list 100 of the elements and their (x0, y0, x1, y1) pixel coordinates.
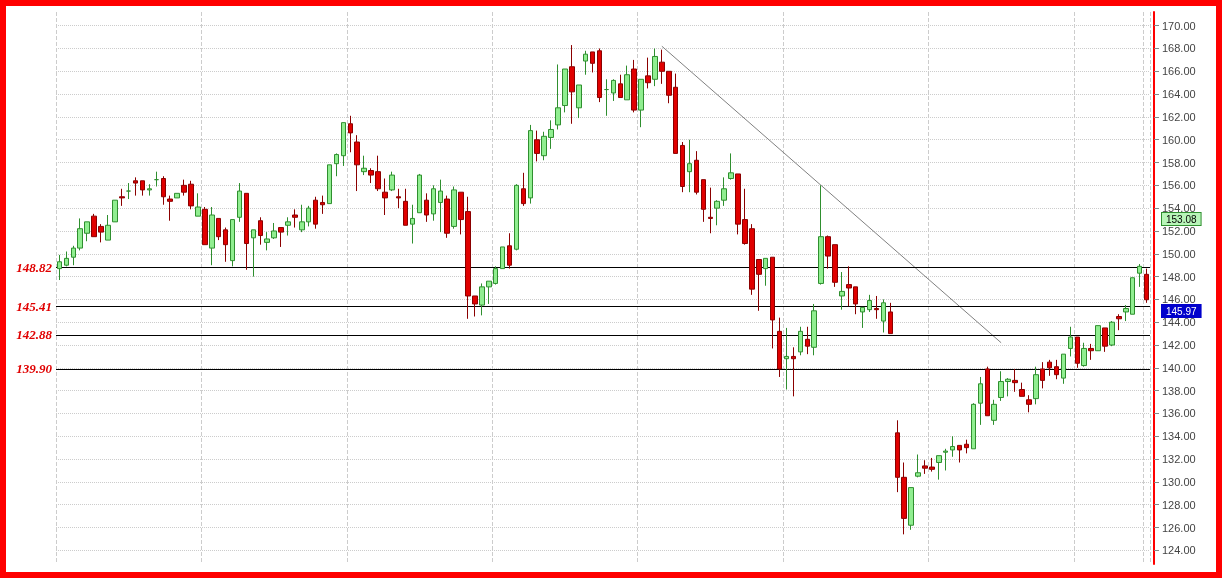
candlestick (701, 179, 706, 223)
candlestick (881, 298, 886, 333)
candlestick (1047, 359, 1052, 377)
candlestick (1102, 327, 1108, 353)
candlestick (604, 78, 609, 117)
candlestick (631, 59, 637, 113)
candlestick (424, 192, 429, 223)
candlestick (971, 402, 976, 450)
candlestick (611, 78, 616, 102)
candlestick (237, 182, 242, 223)
candlestick (209, 206, 215, 266)
candlestick (133, 176, 138, 197)
ref-line-label: 142.88 (16, 327, 53, 343)
candlestick (943, 448, 948, 471)
candlestick (562, 68, 568, 113)
candlestick (451, 186, 457, 230)
candlestick (652, 48, 658, 87)
text: 153.08 (1166, 213, 1198, 225)
y-tick-label: 158.00 (1162, 156, 1196, 169)
candlestick (174, 192, 180, 199)
y-tick-label: 166.00 (1162, 65, 1196, 78)
candlestick (438, 179, 443, 233)
candlestick (936, 455, 942, 481)
candlestick (105, 214, 111, 241)
candlestick (1109, 320, 1115, 347)
candlestick (444, 195, 450, 239)
candlestick (112, 199, 118, 223)
y-tick-label: 140.00 (1162, 361, 1196, 374)
candlestick (728, 152, 734, 181)
candlestick (770, 256, 775, 349)
candlestick (597, 48, 602, 103)
y-tick-label: 132.00 (1162, 453, 1196, 466)
y-tick-label: 142.00 (1162, 339, 1196, 352)
candlestick (528, 124, 533, 205)
candlestick (154, 171, 159, 187)
candlestick (818, 184, 824, 286)
candlestick (694, 150, 699, 195)
ref-line-label: 148.82 (16, 259, 53, 275)
y-tick-label: 148.00 (1162, 270, 1196, 283)
candlestick (888, 302, 893, 335)
candlestick (1068, 326, 1073, 357)
candlestick (978, 376, 983, 426)
candlestick (410, 204, 415, 245)
candlestick (791, 346, 796, 397)
candlestick (431, 184, 436, 222)
candlestick (950, 435, 955, 458)
candlestick (167, 195, 173, 222)
candlestick (985, 366, 990, 417)
candlestick (216, 217, 221, 241)
candlestick (680, 141, 685, 193)
candlestick (777, 317, 782, 378)
candlestick (784, 327, 789, 390)
candlestick (119, 188, 125, 207)
candlestick (763, 257, 768, 287)
y-tick-label: 150.00 (1162, 247, 1196, 260)
y-tick-label: 162.00 (1162, 110, 1196, 123)
candlestick (569, 44, 575, 125)
candlestick (348, 115, 353, 153)
candlestick (202, 206, 208, 246)
candlestick (161, 175, 166, 206)
candlestick (417, 173, 422, 214)
y-tick-label: 134.00 (1162, 430, 1196, 443)
y-tick-label: 146.00 (1162, 293, 1196, 306)
candlestick (147, 183, 152, 197)
candlestick (964, 439, 969, 454)
y-tick-label: 144.00 (1162, 316, 1196, 329)
candlestick (500, 246, 505, 270)
candlestick (805, 326, 810, 355)
candlestick (555, 63, 561, 130)
y-tick-label: 164.00 (1162, 88, 1196, 101)
candlestick (645, 57, 651, 89)
candlestick (1088, 343, 1094, 361)
candlestick (708, 187, 713, 234)
candlestick (354, 134, 360, 192)
candlestick (1081, 342, 1087, 368)
candlestick (396, 188, 401, 209)
candlestick (624, 65, 630, 101)
ref-line-label: 139.90 (16, 361, 53, 377)
candlestick (583, 50, 588, 76)
candlestick (57, 254, 62, 281)
candlestick (1012, 368, 1018, 393)
candlestick (1061, 353, 1066, 385)
candlestick (292, 208, 298, 229)
candlestick (721, 176, 727, 207)
y-tick-label: 126.00 (1162, 521, 1196, 534)
candlestick (64, 251, 69, 267)
candlestick (389, 171, 395, 192)
candlestick (860, 306, 865, 329)
candlestick (687, 139, 692, 193)
candlestick (140, 180, 145, 197)
candlestick (798, 326, 803, 356)
candlestick (251, 229, 256, 278)
candlestick (1033, 366, 1039, 405)
candlestick (507, 232, 512, 270)
candlestick (839, 271, 845, 311)
y-tick-label: 130.00 (1162, 475, 1196, 488)
y-tick-label: 128.00 (1162, 498, 1196, 511)
y-tick-label: 124.00 (1162, 544, 1196, 557)
candlestick (334, 152, 339, 177)
candlestick (361, 155, 367, 176)
